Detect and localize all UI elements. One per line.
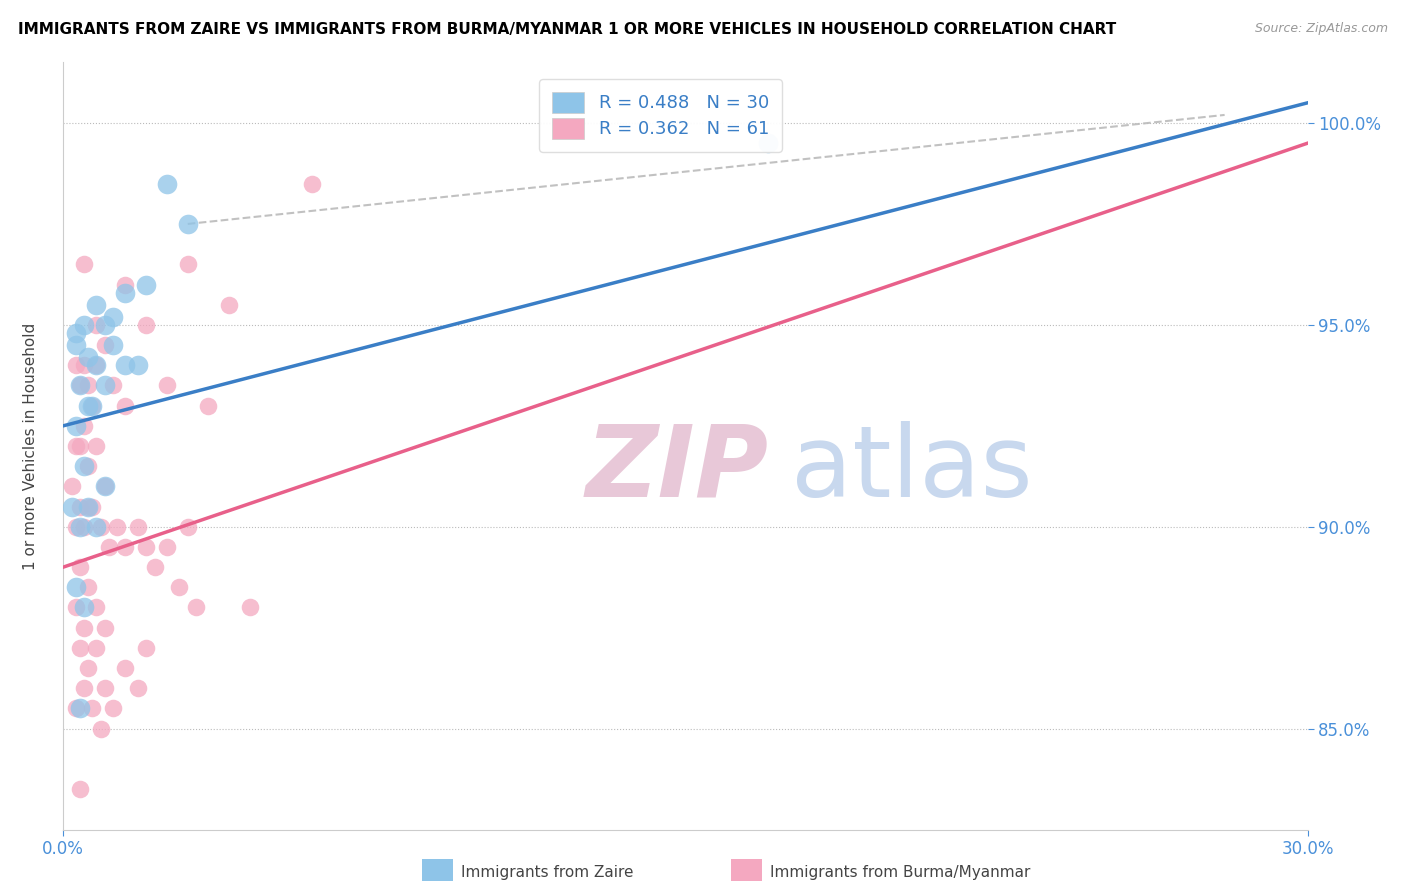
Point	[77, 399, 100, 413]
Point	[135, 318, 157, 332]
Point	[69, 439, 91, 453]
Point	[93, 479, 115, 493]
Point	[73, 358, 96, 372]
Point	[82, 500, 104, 514]
Point	[69, 560, 91, 574]
Point	[127, 520, 149, 534]
Point	[82, 399, 104, 413]
Point	[60, 500, 83, 514]
Point	[114, 358, 136, 372]
Point	[60, 479, 83, 493]
Point	[65, 358, 87, 372]
Point	[301, 177, 323, 191]
Point	[184, 600, 207, 615]
Point	[65, 418, 87, 433]
Point	[73, 459, 96, 474]
Point	[86, 520, 108, 534]
Point	[82, 701, 104, 715]
Point	[73, 318, 96, 332]
Point	[73, 257, 96, 271]
Point	[82, 399, 104, 413]
Point	[93, 378, 115, 392]
Point	[77, 500, 100, 514]
Point	[105, 520, 128, 534]
Text: Immigrants from Zaire: Immigrants from Zaire	[461, 865, 634, 880]
Point	[65, 600, 87, 615]
Point	[86, 298, 108, 312]
Point	[114, 285, 136, 300]
Point	[101, 701, 124, 715]
Point	[77, 378, 100, 392]
Point	[65, 701, 87, 715]
Point	[90, 520, 112, 534]
Point	[69, 782, 91, 797]
Point	[156, 378, 179, 392]
Point	[86, 439, 108, 453]
Text: 1 or more Vehicles in Household: 1 or more Vehicles in Household	[24, 322, 38, 570]
Point	[86, 358, 108, 372]
Point	[65, 520, 87, 534]
Point	[65, 439, 87, 453]
Point	[69, 520, 91, 534]
Point	[93, 621, 115, 635]
Point	[65, 580, 87, 594]
Point	[93, 479, 115, 493]
Point	[77, 459, 100, 474]
Text: Immigrants from Burma/Myanmar: Immigrants from Burma/Myanmar	[770, 865, 1031, 880]
Point	[93, 681, 115, 696]
Point	[69, 378, 91, 392]
Point	[114, 277, 136, 292]
Point	[239, 600, 262, 615]
Point	[101, 338, 124, 352]
Point	[86, 640, 108, 655]
Point	[756, 136, 779, 151]
Point	[73, 418, 96, 433]
Text: Source: ZipAtlas.com: Source: ZipAtlas.com	[1254, 22, 1388, 36]
Point	[90, 722, 112, 736]
Point	[93, 338, 115, 352]
Point	[69, 640, 91, 655]
Point	[86, 358, 108, 372]
Point	[114, 399, 136, 413]
Point	[218, 298, 240, 312]
Point	[86, 600, 108, 615]
Point	[69, 701, 91, 715]
Point	[135, 540, 157, 554]
Point	[156, 540, 179, 554]
Point	[101, 378, 124, 392]
Point	[135, 640, 157, 655]
Text: atlas: atlas	[792, 420, 1033, 517]
Point	[77, 580, 100, 594]
Point	[73, 600, 96, 615]
Point	[197, 399, 219, 413]
Point	[73, 621, 96, 635]
Legend: R = 0.488   N = 30, R = 0.362   N = 61: R = 0.488 N = 30, R = 0.362 N = 61	[540, 79, 782, 152]
Point	[69, 500, 91, 514]
Text: ZIP: ZIP	[586, 420, 769, 517]
Point	[177, 257, 200, 271]
Point	[114, 540, 136, 554]
Point	[127, 358, 149, 372]
Point	[127, 681, 149, 696]
Point	[97, 540, 120, 554]
Point	[177, 217, 200, 231]
Point	[65, 338, 87, 352]
Point	[73, 681, 96, 696]
Point	[93, 318, 115, 332]
Point	[77, 661, 100, 675]
Point	[114, 661, 136, 675]
Point	[69, 378, 91, 392]
Point	[77, 500, 100, 514]
Point	[73, 520, 96, 534]
Point	[135, 277, 157, 292]
Point	[156, 177, 179, 191]
Point	[77, 350, 100, 364]
Point	[86, 318, 108, 332]
Point	[169, 580, 191, 594]
Point	[65, 326, 87, 340]
Text: IMMIGRANTS FROM ZAIRE VS IMMIGRANTS FROM BURMA/MYANMAR 1 OR MORE VEHICLES IN HOU: IMMIGRANTS FROM ZAIRE VS IMMIGRANTS FROM…	[18, 22, 1116, 37]
Point	[177, 520, 200, 534]
Point	[143, 560, 166, 574]
Point	[101, 310, 124, 324]
